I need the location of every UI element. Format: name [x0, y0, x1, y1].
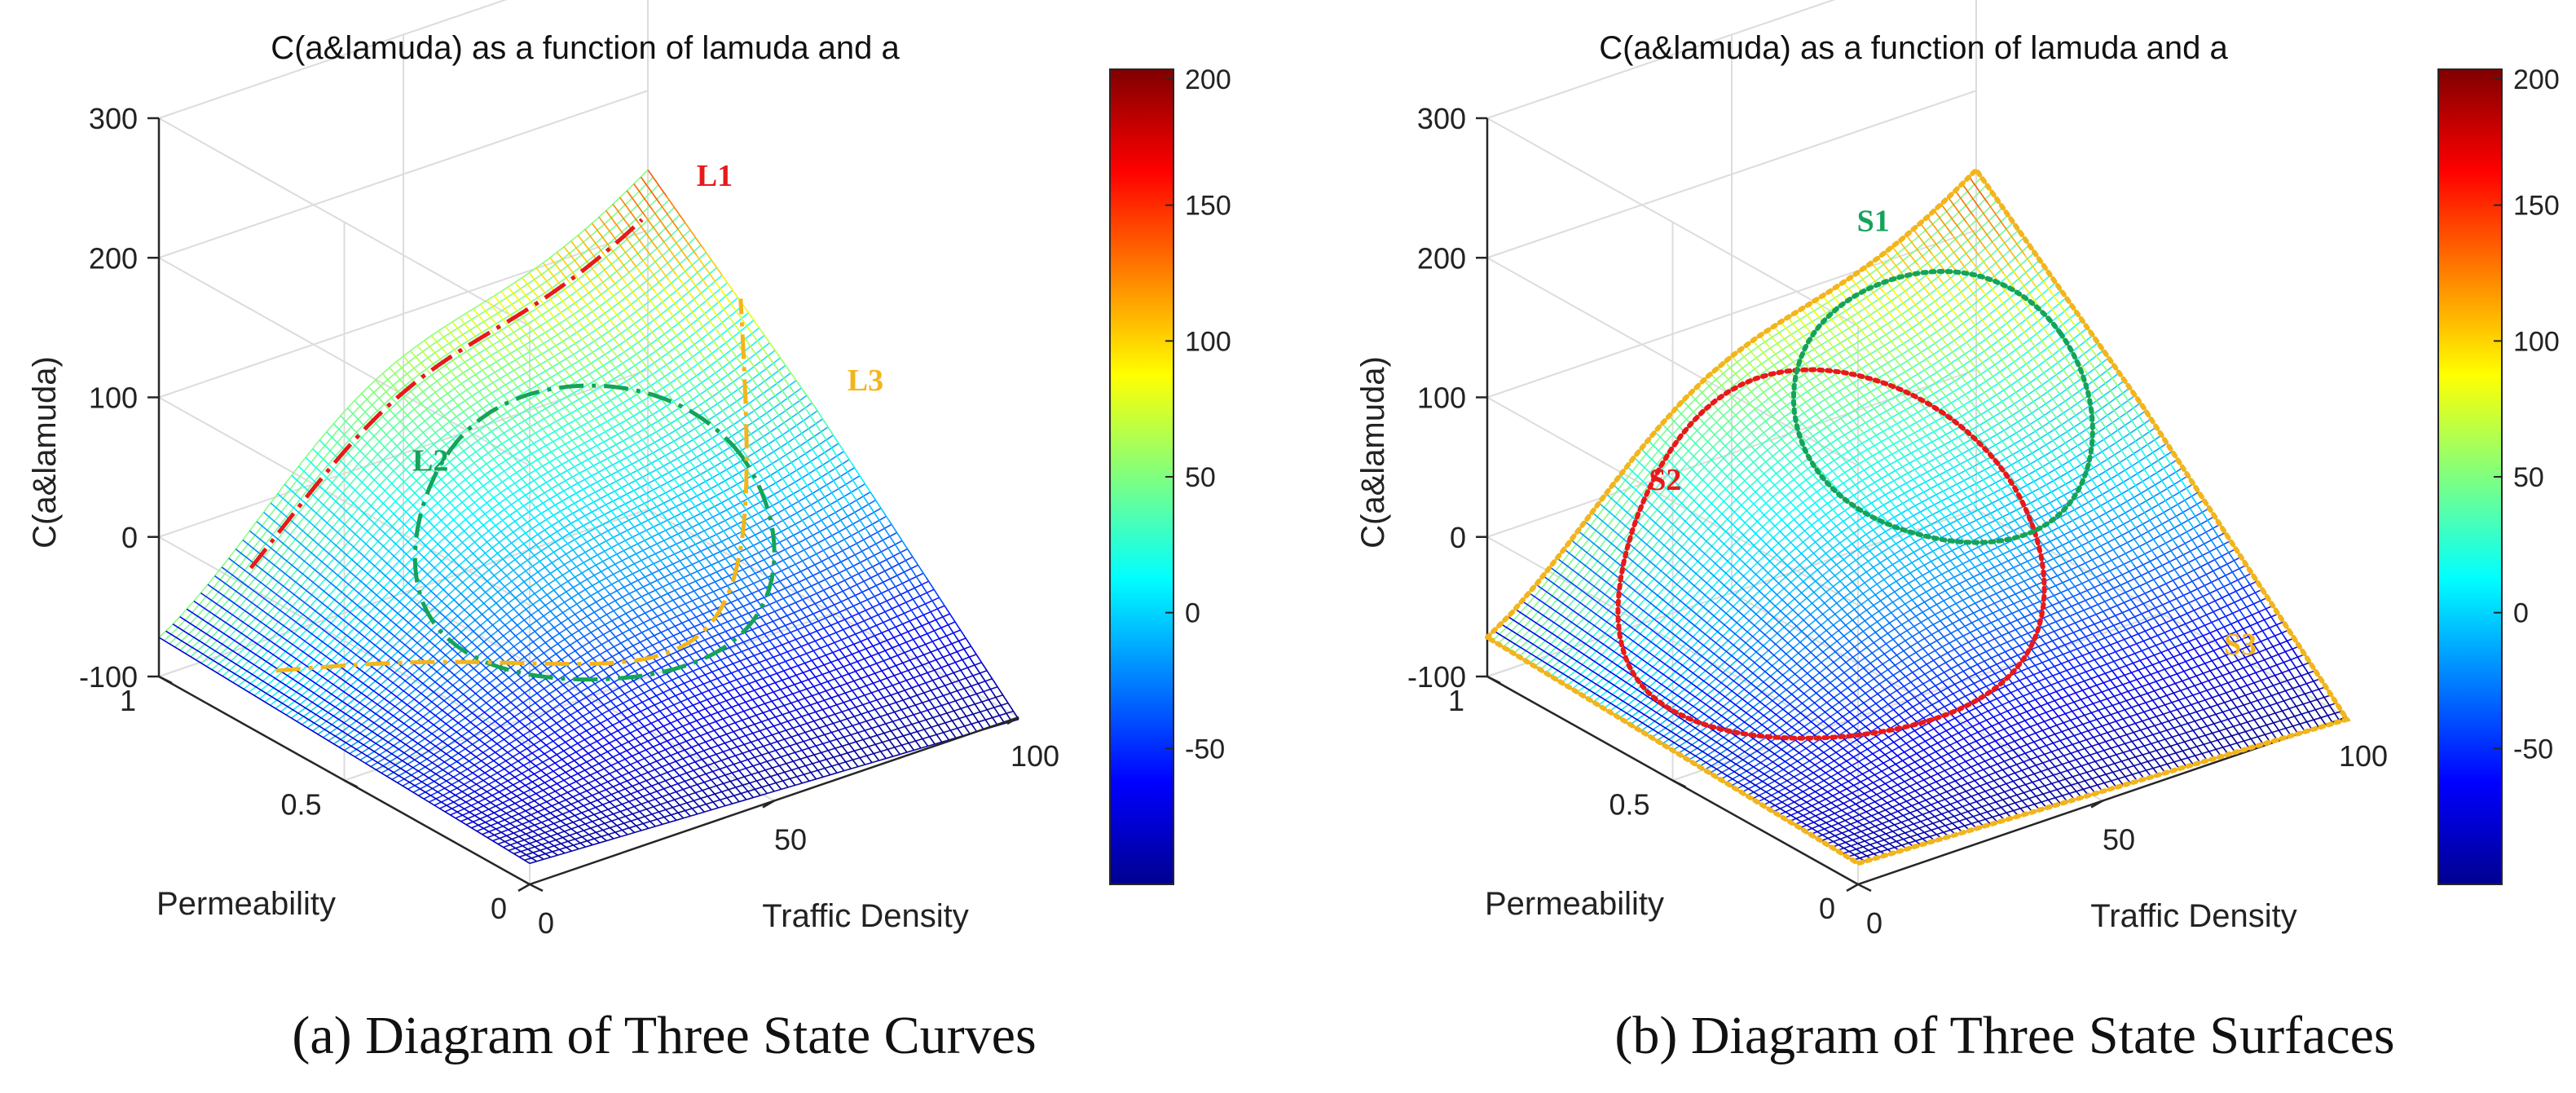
y-tick-label: 0.5 — [280, 788, 321, 822]
colorbar-a — [1109, 68, 1174, 885]
y-tick-label: 0 — [491, 892, 507, 925]
z-tick-label: 200 — [1417, 241, 1466, 275]
x-tick-label: 100 — [2339, 739, 2388, 773]
colorbar-tick-label: 150 — [1185, 191, 1231, 222]
z-tick-label: 300 — [89, 102, 138, 135]
curve-label-L1: L1 — [697, 159, 733, 193]
surface-mesh-b — [1486, 169, 2348, 865]
z-tick-label: 0 — [121, 521, 138, 554]
z-axis-label: C(a&lamuda) — [27, 356, 63, 549]
z-tick-label: 200 — [89, 241, 138, 275]
caption-a: (a) Diagram of Three State Curves — [292, 1006, 1036, 1065]
curve-label-L3: L3 — [848, 364, 883, 398]
x-tick-label: 50 — [774, 823, 807, 857]
axes-a: 0 50 100 0 0.5 1-100 0 100 200 300 — [79, 102, 1059, 940]
z-tick-label: -100 — [79, 660, 138, 694]
curve-L2 — [412, 383, 777, 682]
colorbar-tick-label: 0 — [2513, 598, 2529, 629]
colorbar-tick-label: 50 — [2513, 462, 2544, 493]
x-tick-label: 0 — [538, 906, 554, 940]
colorbar-b — [2437, 68, 2503, 885]
z-tick-label: 300 — [1417, 102, 1466, 135]
y-tick-label: 1 — [1448, 684, 1464, 717]
y-axis-label: Permeability — [156, 886, 336, 922]
y-axis-label: Permeability — [1485, 886, 1664, 922]
curve-L1 — [249, 218, 644, 570]
x-tick-label: 100 — [1011, 739, 1059, 773]
region-boundary-S1 — [1791, 268, 2095, 545]
colorbar-tick-label: 200 — [1185, 64, 1231, 95]
x-axis-label: Traffic Density — [2090, 898, 2296, 934]
colorbar-tick-label: 50 — [1185, 462, 1216, 493]
y-tick-label: 0 — [1819, 892, 1835, 925]
z-tick-label: 100 — [1417, 381, 1466, 415]
colorbar-tick-label: 150 — [2513, 191, 2560, 222]
z-axis-label: C(a&lamuda) — [1355, 356, 1391, 549]
x-tick-label: 50 — [2103, 823, 2135, 857]
y-tick-label: 1 — [120, 684, 136, 717]
z-tick-label: 100 — [89, 381, 138, 415]
region-label-S2: S2 — [1649, 463, 1681, 497]
curve-label-L2: L2 — [412, 443, 448, 478]
region-label-S3: S3 — [2224, 628, 2257, 662]
panel-b: 0 50 100 0 0.5 1-100 0 100 200 300 Traffic Density… — [1355, 0, 2560, 940]
panel-a: 0 50 100 0 0.5 1-100 0 100 200 300 Traffic Density… — [27, 0, 1231, 940]
axes-b: 0 50 100 0 0.5 1-100 0 100 200 300 — [1407, 102, 2388, 940]
z-tick-label: 0 — [1450, 521, 1466, 554]
colorbar-tick-label: 0 — [1185, 598, 1200, 629]
colorbar-tick-label: 100 — [1185, 326, 1231, 357]
colorbar-tick-label: 100 — [2513, 326, 2560, 357]
colorbar-tick-label: 200 — [2513, 64, 2560, 95]
y-tick-label: 0.5 — [1609, 788, 1649, 822]
caption-b: (b) Diagram of Three State Surfaces — [1614, 1006, 2394, 1065]
colorbar-tick-label: -50 — [1185, 734, 1225, 765]
x-tick-label: 0 — [1866, 906, 1882, 940]
colorbar-tick-label: -50 — [2513, 734, 2553, 765]
chart-title: C(a&lamuda) as a function of lamuda and … — [271, 30, 900, 66]
region-boundary-S3 — [1485, 165, 2351, 866]
region-label-S1: S1 — [1857, 204, 1890, 238]
chart-title: C(a&lamuda) as a function of lamuda and … — [1599, 30, 2228, 66]
surface-mesh-a — [158, 169, 1019, 865]
z-tick-label: -100 — [1407, 660, 1466, 694]
x-axis-label: Traffic Density — [762, 898, 968, 934]
